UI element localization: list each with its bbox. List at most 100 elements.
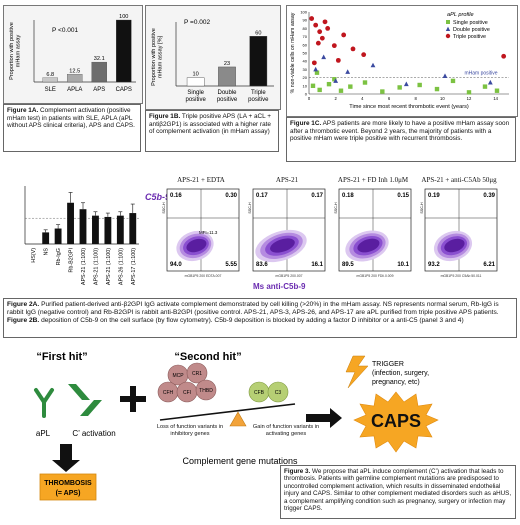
lightning-bolt-icon: [345, 355, 369, 389]
flow-quadrant-br-value: 10.1: [397, 262, 409, 268]
fig1c-legend-marker: [446, 20, 450, 24]
fig3-caption-label: Figure 3.: [284, 468, 311, 475]
fig2a-x-tick-label: APS-21 (1:100): [81, 248, 87, 285]
down-arrow-icon: [52, 444, 80, 472]
flow-panel-title: APS-21 + anti-C5Ab 50μg: [421, 176, 497, 184]
fig1c-point-single-positive: [314, 70, 320, 75]
fig2a-x-tick-label: Rb-B2GPI: [69, 248, 75, 273]
first-hit-label: “First hit”: [36, 351, 87, 363]
fig2a-x-tick-label: Rb-IgG: [56, 248, 62, 265]
fig1c-point-triple-positive: [309, 16, 315, 21]
fig1c-point-triple-positive: [315, 40, 321, 46]
flow-quadrant-tr-value: 0.39: [483, 193, 495, 199]
fig2a-caption-label: Figure 2A.: [7, 301, 40, 308]
fig1c-point-single-positive: [466, 90, 472, 95]
fig1c-point-single-positive: [417, 82, 422, 88]
fig3-caption-text: We propose that aPL induce complement (C…: [284, 468, 512, 513]
gene-cfi-label: CFI: [183, 390, 191, 396]
fig1c-y-tick-label: 50: [303, 51, 308, 56]
fig1c-y-tick-label: 70: [303, 34, 308, 39]
fig1c-point-triple-positive: [313, 22, 319, 28]
fig1c-legend-marker: [445, 33, 451, 39]
fig1c-caption-text: APS patients are more likely to have a p…: [290, 120, 510, 143]
fig1c-point-double-positive: [333, 78, 339, 83]
second-hit-label: “Second hit”: [174, 351, 241, 363]
gene-mcp-label: MCP: [172, 373, 184, 379]
fig1c-point-single-positive: [332, 77, 337, 82]
fig1a-chart-panel: Proportion with positivemHam assay P <0.0…: [3, 5, 143, 104]
fig1c-legend-label: Double positive: [453, 27, 490, 33]
fig2a-bar: [54, 228, 62, 244]
fig2a-x-tick-label: APS-21 (1:100): [93, 248, 99, 285]
flow-plot-svg: 0.16 0.30 94.0 5.55 MFI=11.3 mGB1P5 200 EDTA.…: [162, 188, 240, 278]
fig2a-bar: [67, 202, 74, 244]
fig1b-p-value: P =0.002: [184, 19, 210, 26]
flow-panel: APS-21 0.17 0.17 83.6 16.1 mGB1P5 200.007 SSC-…: [247, 168, 327, 280]
fig1c-point-triple-positive: [319, 35, 325, 41]
gene-c3-circle: [267, 381, 289, 403]
fig1a-caption: Figure 1A. Complement activation (positi…: [3, 104, 141, 152]
fig1b-x-tick-label: Double: [217, 90, 237, 96]
gene-cfb-label: CFB: [254, 390, 265, 396]
fig2b-x-axis-label: Ms anti-C5b-9: [253, 282, 306, 291]
complement-wedge-icon: [68, 384, 102, 416]
fig1a-y-axis-label-line: Proportion with positive: [9, 22, 15, 80]
fig3-caption: Figure 3. We propose that aPL induce com…: [280, 465, 516, 519]
fig2a-x-tick-label: APS-17 (1:100): [131, 248, 137, 285]
flow-panel-title: APS-21: [275, 176, 299, 184]
fig1c-point-triple-positive: [322, 19, 328, 25]
fig1c-x-tick-label: 2: [334, 96, 337, 101]
fig1b-y-axis-label-line: Proportion with positive: [151, 28, 157, 86]
thrombosis-box: [39, 473, 97, 501]
fig1c-point-double-positive: [442, 73, 448, 78]
fig1c-point-single-positive: [317, 87, 322, 93]
fig1c-y-tick-label: 30: [303, 67, 308, 72]
fig1c-legend-label: Triple positive: [453, 34, 486, 40]
fig1c-y-tick-label: 20: [303, 75, 308, 80]
fig1b-bar: [249, 36, 268, 87]
flow-mfi-label: MFI=11.3: [199, 230, 218, 235]
fig1c-point-double-positive: [487, 79, 493, 85]
fig1a-x-tick-label: CAPS: [116, 87, 132, 93]
flow-density-contour: [357, 238, 380, 253]
fig1c-x-tick-label: 10: [440, 96, 445, 101]
fig1b-x-tick-label: positive: [185, 97, 206, 103]
flow-y-axis-label: SSC-H: [162, 202, 166, 214]
fig1c-chart-panel: 0 10 20 30 40 50 60 70 80 90 100 0 2 4 6 8 10 12 14 mHam po…: [286, 5, 518, 117]
fig1a-bar-chart: Proportion with positivemHam assay P <0.0…: [9, 14, 136, 93]
flow-density-contour: [186, 238, 207, 253]
flow-y-axis-label: SSC-H: [334, 202, 338, 214]
flow-plot-frame: [424, 188, 498, 272]
gene-thbd-label: THBD: [199, 388, 213, 394]
balance-scale-icon: [159, 403, 296, 427]
fig2-caption: Figure 2A. Purified patient-derived anti…: [3, 298, 517, 338]
fig1b-bar: [218, 66, 236, 87]
fig1c-point-single-positive: [348, 84, 353, 89]
flow-plot-footer: mGB1P5 200 FDIi.0.009: [357, 274, 394, 278]
fig1a-x-tick-label: APS: [93, 87, 105, 93]
fig1c-point-triple-positive: [361, 52, 367, 58]
fig1c-legend-label: Single positive: [453, 20, 488, 26]
fig1c-point-single-positive: [380, 89, 385, 94]
fig2a-x-tick-label: NS: [44, 248, 50, 256]
flow-quadrant-br-value: 6.21: [483, 262, 495, 268]
flow-plot-svg: 0.17 0.17 83.6 16.1 mGB1P5 200.007 SSC-H: [248, 188, 326, 278]
flow-plot-svg: 0.19 0.39 93.2 6.21 mGB1P5 200 C5Ab 50.011 SS…: [420, 188, 498, 278]
fig1c-point-double-positive: [321, 54, 327, 60]
flow-quadrant-br-value: 5.55: [225, 262, 237, 268]
flow-plot-footer: mGB1P5 200.007: [276, 274, 303, 278]
fig1b-x-tick-label: positive: [217, 97, 238, 103]
fig1c-x-tick-label: 8: [414, 96, 417, 101]
fig2a-x-tick-label: APS-21 (1:100): [106, 248, 112, 285]
fig2a-x-tick-label: APS-26 (1:100): [118, 248, 124, 285]
fig1b-bar-value-label: 23: [224, 61, 230, 67]
fig1c-point-triple-positive: [325, 26, 331, 31]
fig2a-bar: [42, 232, 50, 244]
fig2b-flow-panel: C5b-9 Ms anti-C5b-9 APS-21 + EDTA 0.16 0.3…: [145, 168, 517, 296]
fig1a-bar-value-label: 100: [119, 14, 128, 20]
fig1c-point-single-positive: [434, 86, 440, 92]
flow-quadrant-tr-value: 0.30: [225, 193, 237, 199]
fig1c-point-double-positive: [403, 81, 409, 87]
fig1a-x-tick-label: APLA: [67, 87, 82, 93]
fig1c-point-triple-positive: [341, 32, 347, 38]
